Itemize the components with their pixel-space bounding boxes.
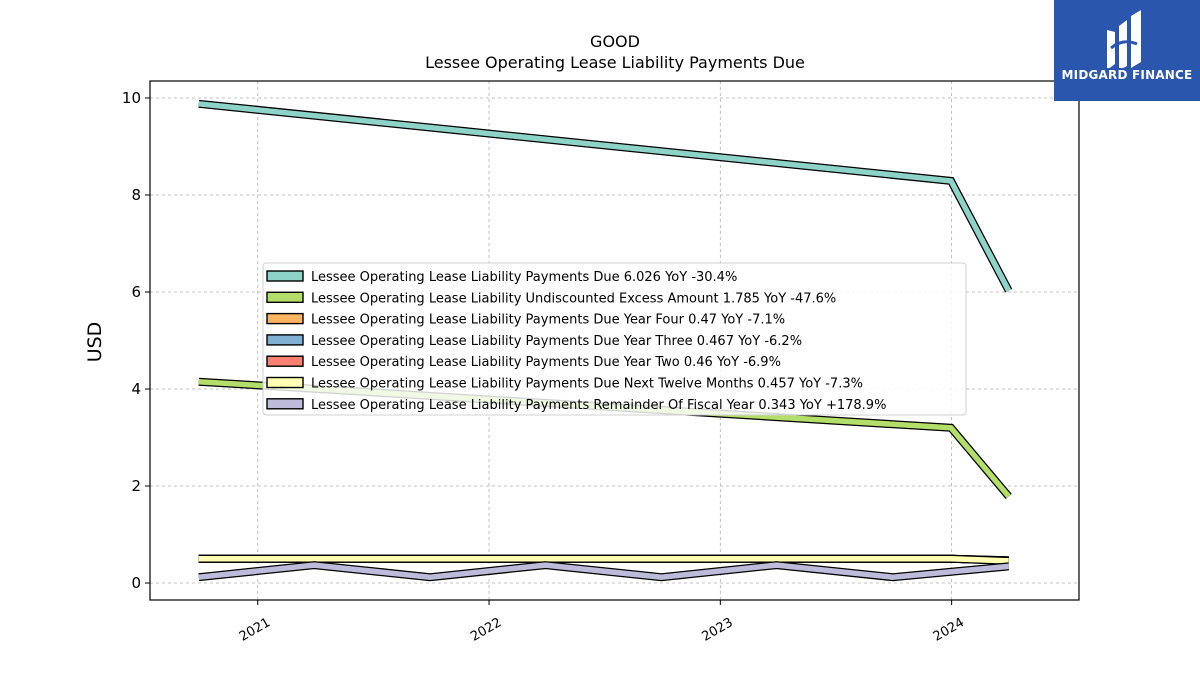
y-axis-label: USD [84,322,106,363]
chart-title: GOOD [590,32,640,51]
x-axis: 2021 2022 2023 2024 [237,600,967,645]
legend-box [262,262,967,416]
legend-swatch [266,398,304,410]
y-axis: 0 2 4 6 8 10 [122,89,150,592]
y-tick-label: 6 [131,283,141,301]
legend-swatch [266,270,304,282]
legend-swatch [266,291,304,303]
plot-frame [149,80,1080,601]
legend-label: Lessee Operating Lease Liability Payment… [311,313,785,328]
y-tick-label: 0 [131,574,141,592]
legend-swatch [266,312,304,325]
x-tick-label: 2023 [699,615,735,645]
legend-swatch [266,334,304,346]
logo-mark-icon [1107,10,1141,68]
y-tick-label: 8 [131,186,141,204]
legend-label: Lessee Operating Lease Liability Undisco… [311,291,836,306]
y-tick-label: 2 [131,477,141,495]
y-tick-label: 10 [122,89,141,107]
legend-label: Lessee Operating Lease Liability Payment… [311,398,886,413]
legend: Lessee Operating Lease Liability Payment… [262,262,967,416]
x-tick-label: 2021 [237,615,273,645]
x-tick-label: 2022 [468,615,504,645]
legend-swatch [266,355,304,367]
legend-label: Lessee Operating Lease Liability Payment… [311,377,863,392]
brand-logo: MIDGARD FINANCE [1054,0,1200,101]
series-line [198,562,1009,580]
legend-label: Lessee Operating Lease Liability Payment… [311,270,737,285]
legend-swatch [266,376,304,389]
brand-name: MIDGARD FINANCE [1061,68,1193,82]
chart-subtitle: Lessee Operating Lease Liability Payment… [425,53,805,72]
series-line [198,556,1009,564]
legend-label: Lessee Operating Lease Liability Payment… [311,355,781,370]
series-line [198,101,1012,292]
y-tick-label: 4 [131,380,141,398]
x-tick-label: 2024 [931,615,967,645]
legend-label: Lessee Operating Lease Liability Payment… [311,334,802,349]
